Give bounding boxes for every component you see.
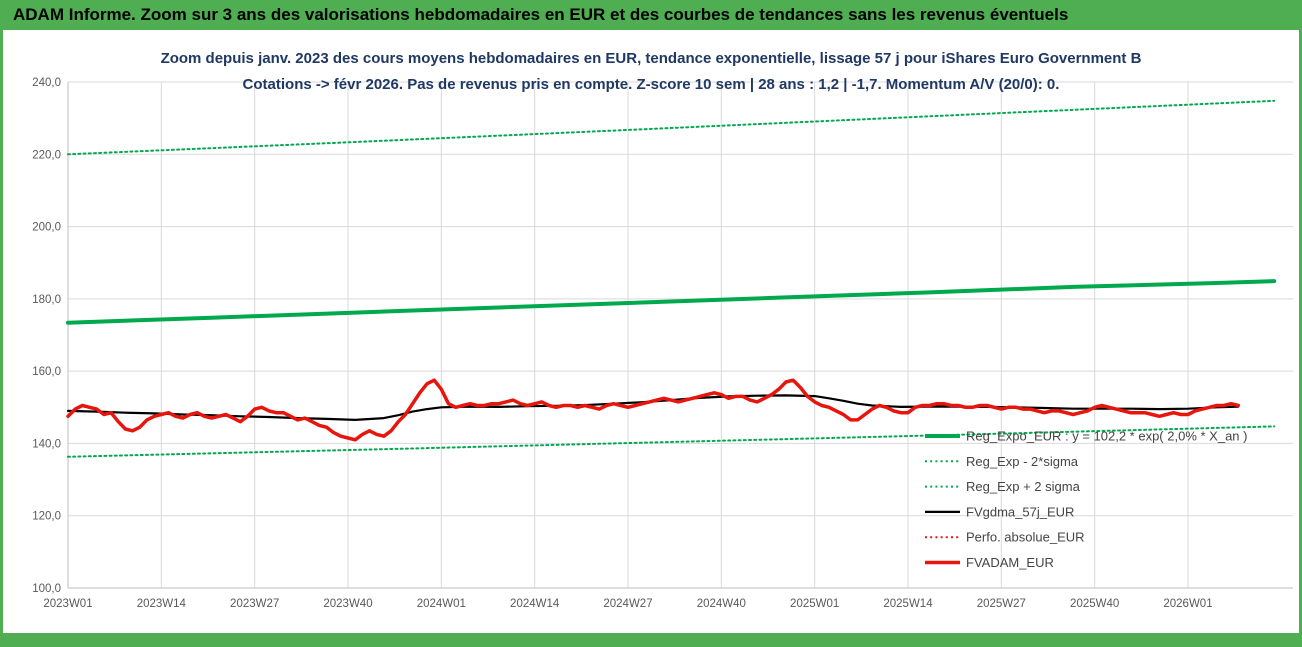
top-banner-text: ADAM Informe. Zoom sur 3 ans des valoris… — [13, 5, 1069, 24]
svg-text:200,0: 200,0 — [32, 222, 61, 234]
svg-text:2023W14: 2023W14 — [137, 598, 187, 610]
svg-text:2025W14: 2025W14 — [883, 598, 933, 610]
gridlines — [67, 81, 1293, 589]
chart-title-line1: Zoom depuis janv. 2023 des cours moyens … — [160, 50, 1142, 67]
legend-label: FVgdma_57j_EUR — [966, 504, 1074, 519]
svg-text:100,0: 100,0 — [32, 583, 61, 595]
svg-text:2023W27: 2023W27 — [230, 598, 279, 610]
series-2 — [67, 99, 1276, 156]
legend-label: Perfo. absolue_EUR — [966, 530, 1085, 545]
svg-text:2025W27: 2025W27 — [977, 598, 1026, 610]
chart-svg: 100,0 120,0 140,0 160,0 180,0 200,0 220,0 240,0… — [32, 77, 1293, 610]
x-axis-labels: 2023W01 2023W14 2023W27 2023W40 2024W01 2024W… — [43, 598, 1212, 610]
svg-text:240,0: 240,0 — [32, 77, 61, 89]
svg-text:120,0: 120,0 — [32, 511, 61, 523]
legend-label: Reg_Exp - 2*sigma — [966, 454, 1079, 469]
series-0 — [66, 279, 1277, 325]
series-3 — [66, 394, 1240, 421]
svg-text:2023W01: 2023W01 — [43, 598, 92, 610]
top-banner: ADAM Informe. Zoom sur 3 ans des valoris… — [3, 0, 1299, 30]
axis-lines — [67, 82, 1293, 589]
svg-text:2024W27: 2024W27 — [603, 598, 652, 610]
svg-text:2024W14: 2024W14 — [510, 598, 560, 610]
y-axis-labels: 100,0 120,0 140,0 160,0 180,0 200,0 220,0 240,0 — [32, 77, 61, 595]
legend-label: Reg_Expo_EUR : y = 102,2 * exp( 2,0% * X… — [966, 429, 1247, 444]
bottom-banner — [3, 633, 1299, 647]
svg-text:2026W01: 2026W01 — [1163, 598, 1212, 610]
svg-text:2023W40: 2023W40 — [323, 598, 372, 610]
svg-text:220,0: 220,0 — [32, 149, 61, 161]
chart-title-line2: Cotations -> févr 2026. Pas de revenus p… — [242, 76, 1060, 93]
svg-text:180,0: 180,0 — [32, 294, 61, 306]
svg-text:160,0: 160,0 — [32, 366, 61, 378]
svg-text:2025W40: 2025W40 — [1070, 598, 1119, 610]
svg-text:2024W01: 2024W01 — [417, 598, 466, 610]
svg-text:2025W01: 2025W01 — [790, 598, 839, 610]
series-1 — [67, 425, 1276, 458]
legend: Reg_Expo_EUR : y = 102,2 * exp( 2,0% * X… — [925, 429, 1247, 570]
series-5 — [66, 378, 1241, 442]
legend-label: FVADAM_EUR — [966, 555, 1054, 570]
svg-text:140,0: 140,0 — [32, 438, 61, 450]
svg-text:2024W40: 2024W40 — [697, 598, 746, 610]
legend-label: Reg_Exp + 2 sigma — [966, 479, 1081, 494]
